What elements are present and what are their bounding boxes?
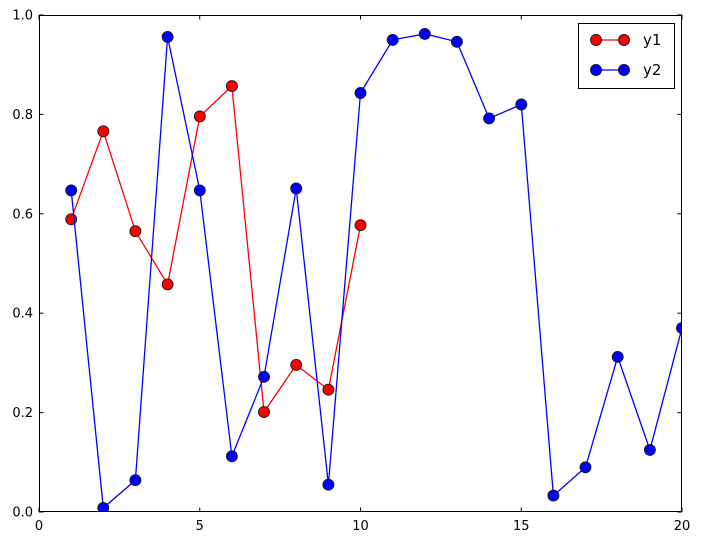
- y-tick-label: 0.2: [12, 406, 33, 421]
- marker-y2: [579, 461, 592, 474]
- legend-label-y1: y1: [643, 31, 661, 49]
- legend-swatches: [590, 34, 630, 76]
- marker-y2: [258, 370, 270, 383]
- x-tick-label: 20: [674, 519, 691, 534]
- y-tick-label: 0.8: [12, 108, 33, 123]
- legend-marker-y2: [618, 64, 630, 76]
- y-tick-label: 0.4: [12, 307, 33, 322]
- series-line-y1: [70, 85, 362, 413]
- marker-y2: [290, 182, 303, 195]
- marker-y2: [515, 98, 528, 111]
- marker-y2: [97, 502, 110, 512]
- axis-ticks: 0 5 10 15 20 0.0 0.2 0.4 0.6 0.8 1.0: [12, 9, 690, 535]
- marker-y2: [676, 322, 682, 335]
- marker-y1: [354, 219, 367, 232]
- marker-y1: [290, 358, 303, 371]
- legend-marker-y1: [618, 34, 630, 46]
- x-tick-label: 0: [35, 519, 43, 534]
- marker-y1: [193, 110, 206, 123]
- marker-y2: [450, 35, 463, 48]
- marker-y1: [225, 80, 238, 93]
- marker-y2: [418, 27, 431, 40]
- marker-y1: [129, 225, 142, 238]
- y-tick-label: 0.6: [12, 207, 33, 222]
- axes-border: [39, 15, 682, 512]
- marker-y1: [97, 125, 110, 138]
- marker-y1: [161, 278, 174, 291]
- marker-y2: [386, 33, 399, 46]
- marker-y2: [643, 443, 656, 456]
- marker-y1: [258, 406, 270, 419]
- plot-area: [65, 27, 682, 512]
- series-line-y2: [70, 33, 682, 509]
- marker-y2: [483, 112, 496, 125]
- x-tick-label: 10: [352, 519, 369, 534]
- marker-y2: [547, 489, 560, 502]
- legend: y1 y2: [578, 23, 675, 89]
- marker-y2: [225, 450, 238, 463]
- marker-y2: [65, 184, 78, 197]
- marker-y2: [161, 30, 174, 43]
- legend-marker-y1: [590, 34, 602, 46]
- marker-y2: [129, 474, 142, 487]
- x-tick-label: 15: [513, 519, 530, 534]
- marker-y2: [354, 87, 367, 99]
- marker-y2: [611, 350, 624, 363]
- y-tick-label: 0.0: [12, 506, 33, 521]
- marker-y1: [322, 383, 335, 396]
- legend-label-y2: y2: [643, 61, 661, 79]
- legend-marker-y2: [590, 64, 602, 76]
- y-tick-label: 1.0: [12, 9, 33, 24]
- x-tick-label: 5: [196, 519, 204, 534]
- marker-y2: [322, 478, 335, 491]
- marker-y2: [193, 184, 206, 197]
